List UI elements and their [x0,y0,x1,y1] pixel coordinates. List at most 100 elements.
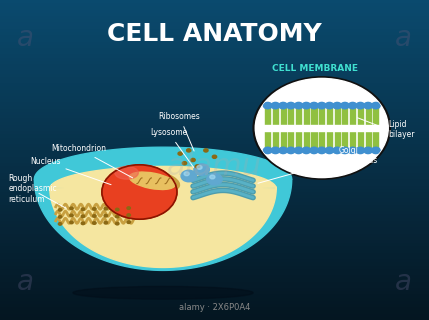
Circle shape [197,165,202,169]
Circle shape [127,221,130,223]
Circle shape [184,172,189,176]
Bar [0,192,429,195]
Bar [0,272,429,275]
Circle shape [348,147,357,154]
Bar [0,163,429,166]
Circle shape [182,162,187,165]
Polygon shape [34,147,292,270]
Bar [0,3,429,6]
Bar [0,227,429,230]
Bar [319,131,324,150]
Bar [311,131,317,150]
Bar [0,6,429,10]
Bar [288,106,293,125]
Circle shape [310,147,318,154]
Circle shape [271,102,280,109]
Bar [0,64,429,67]
Text: Mitochondrion: Mitochondrion [51,144,133,178]
Circle shape [253,77,390,179]
Bar [0,29,429,32]
Text: CELL ANATOMY: CELL ANATOMY [107,22,322,46]
Text: Golgi
apparatus: Golgi apparatus [258,146,378,183]
Bar [0,22,429,26]
Circle shape [104,214,108,217]
Bar [350,131,355,150]
Bar [0,13,429,16]
Text: Lipid
bilayer: Lipid bilayer [388,120,415,139]
Bar [366,131,371,150]
Circle shape [364,147,372,154]
Bar [0,301,429,304]
Bar [0,202,429,205]
Bar [0,96,429,99]
Circle shape [294,147,303,154]
Bar [0,86,429,90]
Bar [0,285,429,288]
Text: Lysosome: Lysosome [150,128,193,167]
Bar [0,221,429,224]
Bar [296,131,301,150]
Bar [0,246,429,250]
Text: a: a [17,268,34,296]
Bar [265,131,270,150]
Circle shape [93,208,96,210]
Circle shape [341,102,349,109]
Bar [0,125,429,128]
Bar [335,106,340,125]
Circle shape [178,152,182,155]
Circle shape [81,215,85,218]
Bar [0,262,429,266]
Circle shape [271,147,280,154]
Bar [0,106,429,109]
Circle shape [104,221,108,224]
Bar [0,186,429,189]
Bar [335,131,340,150]
Circle shape [279,147,287,154]
Bar [0,122,429,125]
Bar [0,99,429,102]
Circle shape [127,214,130,216]
Circle shape [191,158,195,162]
Circle shape [317,147,326,154]
Bar [319,106,324,125]
Bar [0,298,429,301]
Circle shape [70,207,73,210]
Text: alamu: alamu [167,152,262,181]
Bar [0,237,429,240]
Bar [0,112,429,115]
Bar [0,179,429,182]
Bar [0,243,429,246]
Bar [0,294,429,298]
Bar [342,106,347,125]
Circle shape [115,208,119,211]
Bar [0,35,429,38]
Text: CELL MEMBRANE: CELL MEMBRANE [272,64,358,73]
Circle shape [207,173,222,185]
Bar [0,317,429,320]
Bar [0,0,429,3]
Bar [0,307,429,310]
Bar [0,160,429,163]
Bar [0,266,429,269]
Bar [0,211,429,214]
Bar [0,275,429,278]
Bar [0,314,429,317]
Circle shape [194,164,209,175]
Circle shape [263,147,272,154]
Circle shape [333,102,341,109]
Bar [0,195,429,198]
Circle shape [310,102,318,109]
Bar [0,109,429,112]
Circle shape [279,102,287,109]
Bar [0,253,429,256]
Bar [0,67,429,70]
Text: Ribosomes: Ribosomes [159,112,200,151]
Circle shape [333,147,341,154]
Text: a: a [395,268,412,296]
Text: a: a [17,24,34,52]
Bar [0,182,429,186]
Bar [373,106,378,125]
Bar [0,154,429,157]
Text: alamy · 2X6P0A4: alamy · 2X6P0A4 [179,303,250,312]
Bar [0,147,429,150]
